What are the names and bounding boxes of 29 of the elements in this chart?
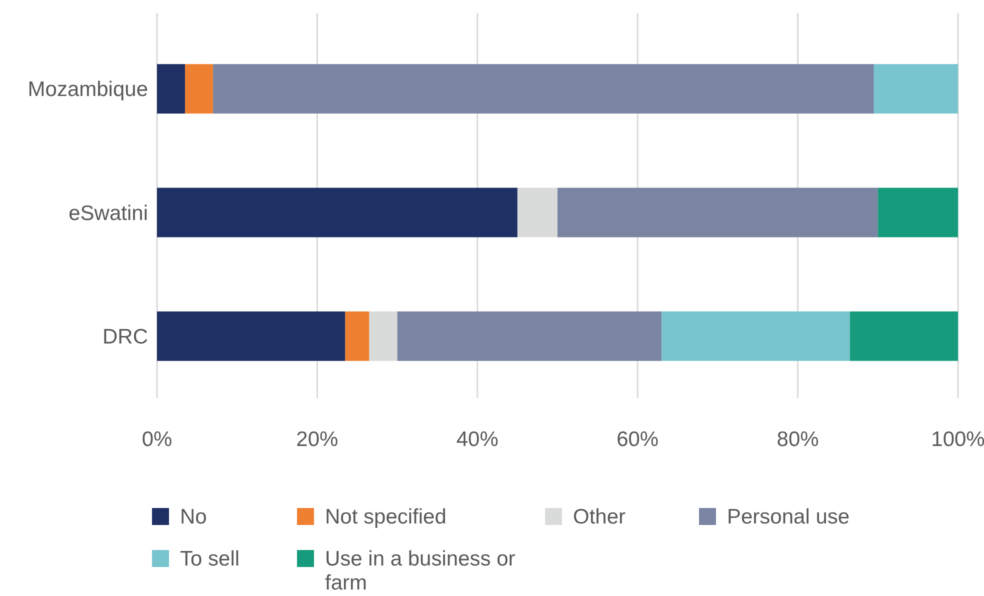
- bar: [157, 188, 518, 238]
- legend-label: Other: [573, 505, 626, 528]
- bar: [397, 311, 662, 361]
- bar: [157, 64, 186, 114]
- x-tick-label: 80%: [776, 428, 819, 451]
- legend-label: Personal use: [727, 505, 850, 528]
- bar: [213, 64, 874, 114]
- x-tick-label: 60%: [616, 428, 659, 451]
- y-tick-label: eSwatini: [68, 202, 148, 225]
- legend-label: Not specified: [325, 505, 446, 528]
- x-tick-label: 20%: [296, 428, 338, 451]
- bar: [157, 311, 346, 361]
- bar: [878, 188, 958, 238]
- bar: [850, 311, 958, 361]
- x-tick-label: 40%: [456, 428, 498, 451]
- bar: [662, 311, 850, 361]
- bar: [558, 188, 878, 238]
- y-tick-label: Mozambique: [28, 78, 148, 102]
- bar: [517, 188, 558, 238]
- bar: [874, 64, 958, 114]
- legend-label: To sell: [180, 547, 240, 570]
- x-tick-label: 0%: [142, 428, 172, 451]
- legend-label: Use in a business or farm: [325, 547, 516, 594]
- x-tick-label: 100%: [931, 428, 984, 451]
- legend-label: No: [180, 505, 207, 528]
- bar: [345, 311, 370, 361]
- bar: [185, 64, 214, 114]
- bar: [369, 311, 398, 361]
- y-tick-label: DRC: [102, 326, 148, 349]
